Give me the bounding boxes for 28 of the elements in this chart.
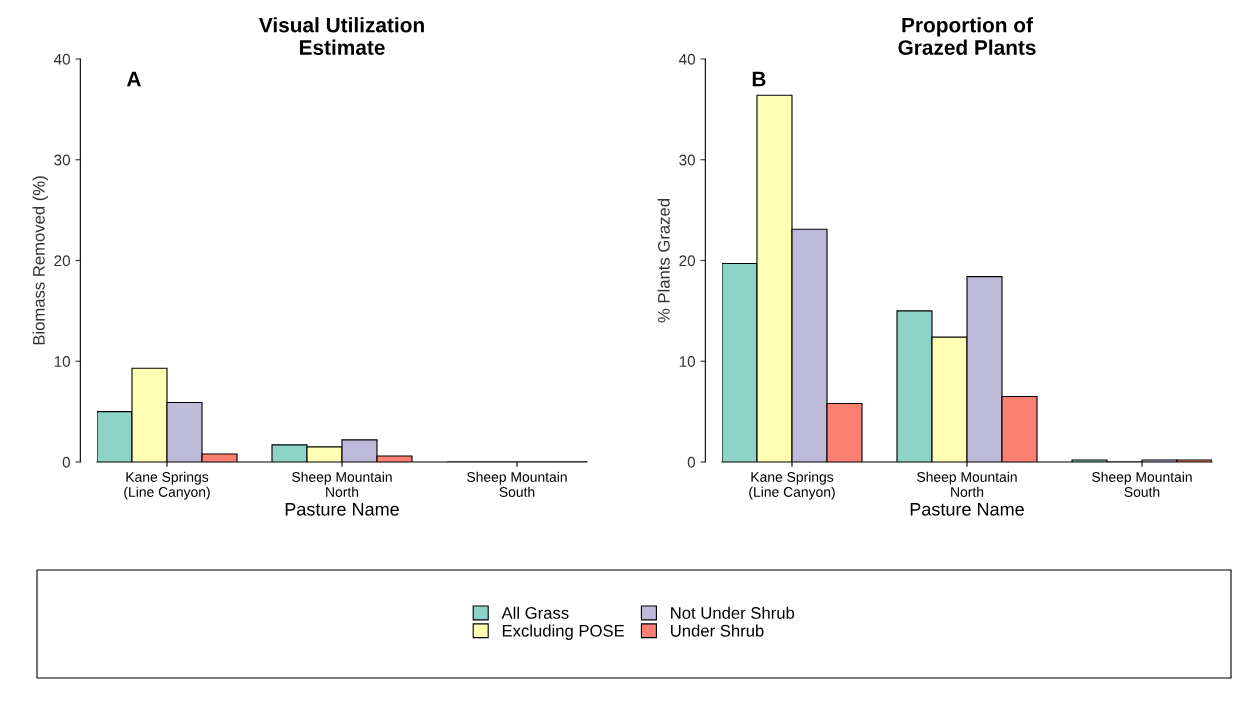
- x-tick-label: Sheep Mountain North: [917, 471, 1017, 497]
- legend-label: Excluding POSE: [502, 624, 625, 640]
- annotation: A: [126, 71, 141, 87]
- legend-label: Under Shrub: [671, 624, 764, 637]
- y-tick-label: 0: [687, 456, 696, 468]
- legend-label: All Grass: [501, 606, 569, 619]
- y-axis-title: Biomass Removed (%): [32, 176, 49, 345]
- y-tick-label: 20: [54, 255, 71, 267]
- x-tick-label: Kane Springs (Line Canyon): [749, 471, 835, 500]
- y-tick-label: 20: [679, 255, 696, 267]
- chart-title: Proportion of Grazed Plants: [898, 17, 1036, 55]
- x-axis-title: Pasture Name: [285, 503, 399, 516]
- x-tick-label: Sheep Mountain South: [467, 471, 567, 497]
- y-axis-title: % Plants Grazed: [657, 199, 670, 323]
- y-tick-label: 30: [54, 154, 71, 166]
- x-tick-label: Kane Springs (Line Canyon): [124, 471, 210, 500]
- x-tick-label: Sheep Mountain South: [1092, 471, 1192, 497]
- x-axis-title: Pasture Name: [910, 503, 1024, 516]
- annotation: B: [752, 71, 766, 87]
- x-tick-label: Sheep Mountain North: [292, 471, 392, 497]
- y-tick-label: 10: [54, 356, 71, 367]
- y-tick-label: 0: [62, 456, 71, 468]
- y-tick-label: 40: [678, 53, 696, 65]
- y-tick-label: 40: [53, 53, 71, 65]
- chart-title: Visual Utilization Estimate: [258, 17, 424, 55]
- legend-label: Not Under Shrub: [671, 606, 795, 619]
- y-tick-label: 10: [679, 356, 696, 367]
- y-tick-label: 30: [679, 154, 696, 166]
